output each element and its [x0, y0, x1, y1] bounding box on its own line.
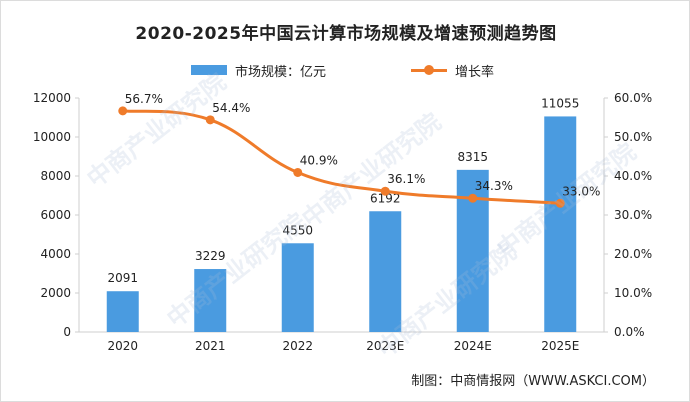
growth-rate-data-label: 40.9%: [300, 153, 338, 167]
bar-data-label: 11055: [541, 96, 579, 110]
growth-rate-line: [122, 109, 561, 205]
left-axis-tick-label: 12000: [33, 91, 71, 105]
growth-rate-point: [555, 198, 565, 208]
growth-rate-point: [293, 167, 303, 177]
right-axis-tick-label: 0.0%: [614, 325, 645, 339]
x-axis-tick-label: 2021: [195, 339, 226, 353]
chart-title: 2020-2025年中国云计算市场规模及增速预测趋势图: [135, 24, 557, 44]
right-axis-tick-label: 40.0%: [614, 169, 652, 183]
legend-item-market-size: 市场规模：亿元: [191, 61, 327, 80]
right-axis-tick-label: 20.0%: [614, 247, 652, 261]
source-credit: 制图：中商情报网（WWW.ASKCI.COM）: [411, 374, 655, 389]
growth-rate-point: [380, 186, 390, 196]
right-axis-tick-label: 30.0%: [614, 208, 652, 222]
bar: [281, 243, 314, 332]
growth-rate-data-label: 36.1%: [387, 172, 425, 186]
left-axis-tick-label: 0: [63, 325, 71, 339]
x-axis-tick-label: 2024E: [454, 339, 492, 353]
right-axis-tick-label: 10.0%: [614, 286, 652, 300]
legend-line-swatch: [411, 65, 447, 75]
growth-rate-data-label: 56.7%: [125, 92, 163, 106]
legend-item-growth-rate: 增长率: [411, 61, 495, 80]
right-axis-tick-label: 50.0%: [614, 130, 652, 144]
bar: [194, 269, 227, 332]
bar-data-label: 2091: [107, 271, 138, 285]
growth-rate-point: [468, 193, 478, 203]
x-axis-tick-label: 2020: [107, 339, 138, 353]
left-axis-tick-label: 10000: [33, 130, 71, 144]
x-axis-tick-label: 2023E: [366, 339, 404, 353]
right-axis-tick-label: 60.0%: [614, 91, 652, 105]
bar: [544, 116, 577, 333]
x-axis-tick-label: 2025E: [541, 339, 579, 353]
growth-rate-point: [205, 115, 215, 125]
legend-bar-swatch: [191, 65, 227, 75]
growth-rate-data-label: 33.0%: [562, 184, 600, 198]
left-axis-tick-label: 6000: [40, 208, 71, 222]
growth-rate-data-label: 54.4%: [212, 101, 250, 115]
bar-data-label: 6192: [370, 191, 401, 205]
bar-data-label: 4550: [282, 223, 313, 237]
growth-rate-data-label: 34.3%: [475, 179, 513, 193]
bar: [369, 211, 402, 332]
left-axis-tick-label: 2000: [40, 286, 71, 300]
bar-data-label: 3229: [195, 249, 226, 263]
bar: [106, 291, 139, 332]
bar-data-label: 8315: [457, 150, 488, 164]
x-axis-tick-label: 2022: [282, 339, 313, 353]
left-axis-tick-label: 8000: [40, 169, 71, 183]
growth-rate-point: [118, 106, 128, 116]
legend-label-market-size: 市场规模：亿元: [235, 64, 327, 80]
legend-label-growth-rate: 增长率: [455, 64, 495, 80]
left-axis-tick-label: 4000: [40, 247, 71, 261]
